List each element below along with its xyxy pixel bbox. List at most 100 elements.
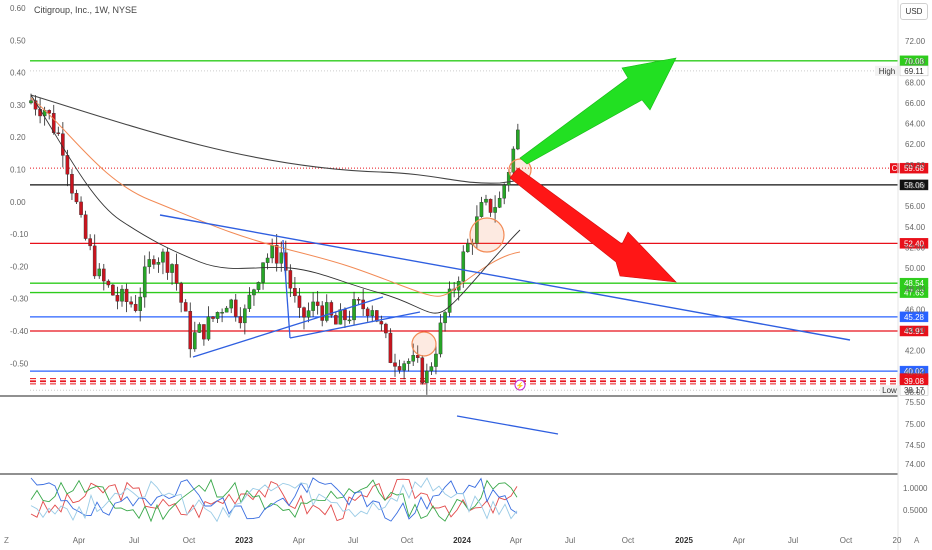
candle [138,287,143,322]
candle-body [142,266,147,298]
price-tag-bg [899,162,929,174]
candle [393,353,397,377]
candle-body [479,202,484,217]
sub-axis-tick: 75.00 [905,420,926,429]
price-tag-prefix-bg [880,385,899,396]
left-axis-tick: 0.30 [10,101,26,110]
candle-body [256,282,261,290]
forecast-arrows [509,57,677,283]
candle-body [411,355,416,362]
right-axis-tick: 66.00 [905,99,926,108]
trendline-wedge-left [282,239,291,339]
right-axis-tick: 54.00 [905,223,926,232]
highlight-circles: ⚡ [411,158,532,391]
candle [334,311,338,325]
candle [206,306,211,341]
currency-button[interactable]: USD [900,3,928,20]
candle-body [161,251,165,263]
candle-body [347,319,352,322]
candle-body [438,322,443,355]
right-axis-tick: 48.00 [905,285,926,294]
candle [233,293,238,322]
candle [338,303,343,325]
candle [261,262,265,290]
left-axis-tick: -0.40 [10,327,29,336]
candle [379,315,384,331]
candle [270,238,274,264]
candle-body [497,197,502,208]
candle [297,287,302,318]
candle [220,308,224,323]
candle-body [233,299,238,317]
candle-body [70,174,74,194]
candle-body [138,296,143,311]
candle [79,196,83,218]
candle-body [211,316,215,319]
price-tag-text: 40.02 [904,367,925,376]
candle [183,299,188,312]
candle [438,314,443,358]
candle-body [324,302,329,321]
candle [320,301,325,327]
candle-body [147,259,152,268]
right-axis-tick: 38.00 [905,388,926,397]
candle-body [466,243,470,252]
candle-body [252,289,256,296]
candle [311,292,315,317]
candle-body [315,301,320,306]
left-axis-tick: -0.50 [10,359,29,368]
candle-body [202,324,206,340]
osc-axis-tick: 1.0000 [903,484,928,493]
candle-body [475,216,479,244]
candle-body [461,251,466,282]
candle [179,281,183,313]
candle-body [220,312,224,314]
candle-body [106,280,111,286]
zoom-icon[interactable]: Z [4,536,9,545]
candle-body [79,201,83,215]
candle-body [384,323,388,334]
candle-body [365,308,370,317]
candle-body [406,361,411,364]
price-tag-69.11: 69.11 High [875,65,929,77]
candle-body [311,301,315,311]
candle [497,191,502,209]
price-tag-45.28: 45.28 [899,311,929,323]
trendline-wedge-base [289,311,421,339]
candles [29,93,520,395]
candle-body [101,268,106,282]
candle [324,294,329,323]
auto-scale-button[interactable]: A [914,536,920,545]
candle [265,253,270,270]
sub-axis-tick: 74.50 [905,441,926,450]
candle-body [484,198,488,203]
time-axis-tick: 2025 [675,536,693,545]
price-tag-text: 45.28 [904,313,925,322]
candle-body [261,262,265,283]
candle-body [156,262,161,265]
right-axis-tick: 62.00 [905,140,926,149]
candle-body [29,100,33,104]
price-tag-bg [899,311,929,323]
right-axis-tick: 40.00 [905,367,926,376]
price-tag-59.68: 59.68 C [890,162,929,174]
candle-body [124,288,129,302]
candle [192,321,197,352]
candle [370,305,375,323]
candle [274,234,279,272]
right-axis-tick: 68.00 [905,78,926,87]
oscillator-blue [30,477,518,522]
candle [461,245,466,288]
candle [247,287,252,312]
candle [402,360,406,380]
candle [174,253,179,291]
candle [129,296,133,308]
right-axis-tick: 46.00 [905,305,926,314]
chart-title: Citigroup, Inc., 1W, NYSE [34,5,138,15]
time-axis-tick: 2023 [235,536,253,545]
price-tag-text: 47.63 [904,289,925,298]
candle [447,281,452,317]
